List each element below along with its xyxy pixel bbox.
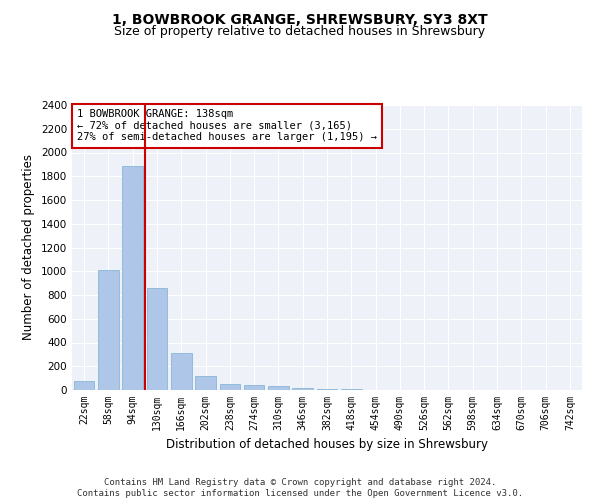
Y-axis label: Number of detached properties: Number of detached properties (22, 154, 35, 340)
Bar (292, 388, 313, 390)
Text: Size of property relative to detached houses in Shrewsbury: Size of property relative to detached ho… (115, 25, 485, 38)
Bar (220, 384, 240, 390)
Bar (195, 376, 216, 390)
Bar (122, 166, 143, 390)
Bar (268, 386, 289, 390)
X-axis label: Distribution of detached houses by size in Shrewsbury: Distribution of detached houses by size … (166, 438, 488, 452)
Bar (74, 380, 94, 390)
Bar (244, 385, 265, 390)
Text: Contains HM Land Registry data © Crown copyright and database right 2024.
Contai: Contains HM Land Registry data © Crown c… (77, 478, 523, 498)
Bar (98, 270, 119, 390)
Bar (146, 288, 167, 390)
Text: 1, BOWBROOK GRANGE, SHREWSBURY, SY3 8XT: 1, BOWBROOK GRANGE, SHREWSBURY, SY3 8XT (112, 12, 488, 26)
Bar (171, 352, 191, 390)
Bar (317, 389, 337, 390)
Text: 1 BOWBROOK GRANGE: 138sqm
← 72% of detached houses are smaller (3,165)
27% of se: 1 BOWBROOK GRANGE: 138sqm ← 72% of detac… (77, 110, 377, 142)
